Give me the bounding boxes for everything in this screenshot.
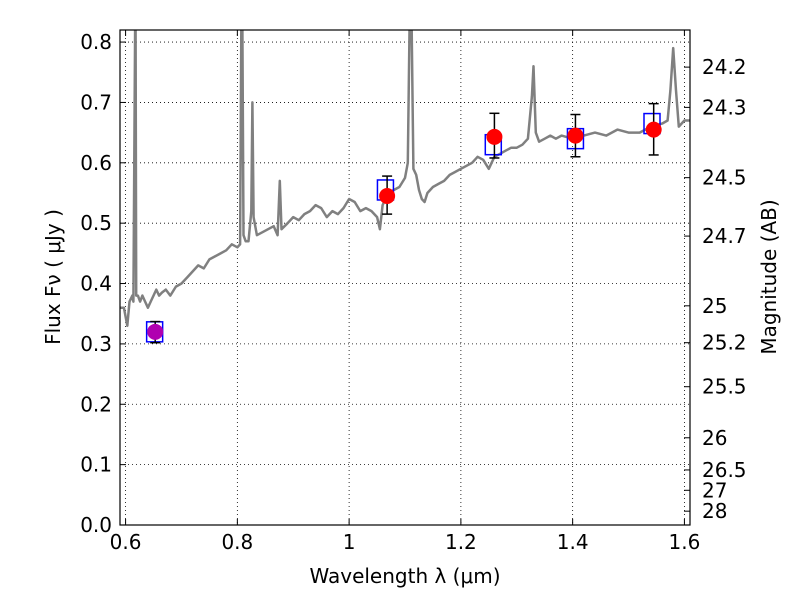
right-tick-label: 27 bbox=[702, 478, 727, 502]
y-tick-label: 0.2 bbox=[80, 392, 112, 416]
y-tick-label: 0.6 bbox=[80, 151, 112, 175]
x-tick-label: 1.2 bbox=[445, 530, 477, 554]
right-tick-label: 24.5 bbox=[702, 166, 747, 190]
grid-lines bbox=[120, 30, 690, 526]
x-tick-label: 0.8 bbox=[221, 530, 253, 554]
x-tick-label: 1 bbox=[343, 530, 356, 554]
x-axis-title: Wavelength λ (μm) bbox=[309, 564, 500, 588]
observed-flux-point bbox=[379, 188, 396, 205]
y-tick-label: 0.7 bbox=[80, 90, 112, 114]
axes-frame bbox=[119, 29, 691, 526]
right-tick-label: 25 bbox=[702, 294, 727, 318]
observed-flux-point bbox=[486, 128, 503, 145]
y-tick-label: 0.0 bbox=[80, 513, 112, 537]
y-axis-right-title: Magnitude (AB) bbox=[757, 199, 781, 354]
x-tick-label: 0.6 bbox=[110, 530, 142, 554]
observed-flux-point bbox=[645, 121, 662, 138]
right-tick-label: 26.5 bbox=[702, 458, 747, 482]
y-tick-label: 0.4 bbox=[80, 272, 112, 296]
x-tick-label: 1.4 bbox=[557, 530, 589, 554]
observed-flux-point bbox=[567, 127, 584, 144]
y-tick-label: 0.3 bbox=[80, 332, 112, 356]
y-axis-title: Flux Fν ( μJy ) bbox=[41, 209, 65, 345]
y-tick-label: 0.1 bbox=[80, 453, 112, 477]
y-tick-label: 0.5 bbox=[80, 211, 112, 235]
right-tick-label: 26 bbox=[702, 426, 727, 450]
right-tick-label: 25.2 bbox=[702, 331, 747, 355]
right-tick-label: 25.5 bbox=[702, 375, 747, 399]
x-axis: 0.6 0.8 1 1.2 1.4 1.6 bbox=[110, 30, 701, 554]
right-tick-label: 28 bbox=[702, 499, 727, 523]
x-tick-label: 1.6 bbox=[669, 530, 701, 554]
right-tick-label: 24.3 bbox=[702, 95, 747, 119]
observed-flux-point bbox=[147, 323, 164, 340]
spectrum-line bbox=[120, 30, 690, 328]
right-tick-label: 24.7 bbox=[702, 224, 747, 248]
y-tick-label: 0.8 bbox=[80, 30, 112, 54]
right-tick-label: 24.2 bbox=[702, 55, 747, 79]
y-axis-left: 0.0 0.1 0.2 0.3 0.4 0.5 0.6 0.7 0.8 bbox=[80, 30, 126, 537]
plot-area bbox=[120, 30, 690, 344]
